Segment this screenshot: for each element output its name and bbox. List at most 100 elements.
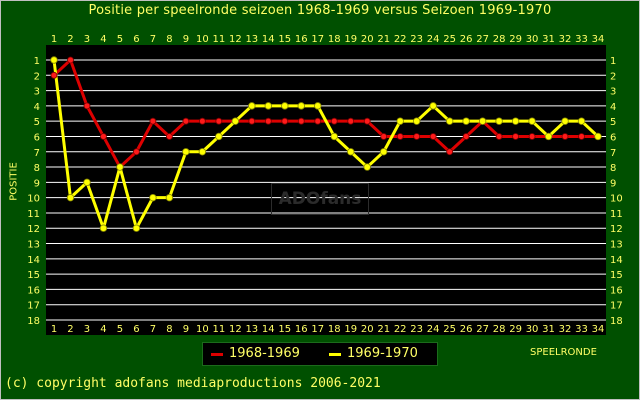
y-tick-left-5: 5 — [34, 117, 40, 128]
point-1969-1970-16 — [297, 102, 305, 110]
point-1969-1970-12 — [231, 117, 240, 125]
y-tick-left-8: 8 — [34, 163, 40, 174]
y-tick-left-18: 18 — [27, 316, 40, 327]
point-1969-1970-34 — [594, 132, 602, 141]
x-tick-top-29: 29 — [509, 34, 522, 45]
point-1968-1969-19 — [347, 117, 355, 125]
y-tick-left-10: 10 — [27, 194, 40, 205]
x-tick-bottom-22: 22 — [394, 324, 407, 335]
point-1969-1970-7 — [149, 193, 157, 202]
point-1968-1969-29 — [512, 133, 519, 140]
x-tick-bottom-30: 30 — [526, 324, 539, 335]
y-tick-left-7: 7 — [34, 148, 40, 159]
x-tick-top-16: 16 — [295, 34, 308, 45]
point-1969-1970-10 — [198, 148, 207, 156]
y-tick-left-9: 9 — [34, 178, 40, 189]
x-tick-top-1: 1 — [51, 34, 57, 45]
x-tick-bottom-28: 28 — [493, 324, 506, 335]
x-tick-bottom-17: 17 — [311, 324, 324, 335]
point-1968-1969-30 — [528, 133, 536, 140]
y-tick-right-9: 9 — [610, 178, 616, 189]
x-tick-top-5: 5 — [117, 34, 123, 45]
y-tick-left-3: 3 — [34, 87, 40, 98]
x-tick-top-25: 25 — [443, 34, 456, 45]
x-tick-top-10: 10 — [196, 34, 209, 45]
x-tick-top-26: 26 — [460, 34, 473, 45]
point-1969-1970-18 — [330, 132, 338, 141]
x-tick-bottom-10: 10 — [196, 324, 209, 335]
point-1969-1970-15 — [281, 102, 289, 110]
y-tick-right-18: 18 — [610, 316, 623, 327]
point-1969-1970-28 — [495, 117, 503, 125]
plot-area — [46, 45, 606, 335]
point-1969-1970-4 — [99, 224, 108, 232]
x-tick-top-24: 24 — [427, 34, 440, 45]
y-tick-left-16: 16 — [27, 285, 40, 296]
point-1968-1969-15 — [281, 117, 289, 125]
x-tick-bottom-25: 25 — [443, 324, 456, 335]
y-tick-left-6: 6 — [34, 132, 40, 143]
point-1969-1970-11 — [215, 132, 223, 141]
x-tick-bottom-21: 21 — [377, 324, 390, 335]
point-1968-1969-17 — [314, 117, 322, 125]
point-1968-1969-14 — [264, 117, 272, 125]
y-tick-right-4: 4 — [610, 102, 616, 113]
y-tick-right-5: 5 — [610, 117, 616, 128]
x-tick-top-2: 2 — [67, 34, 73, 45]
point-1968-1969-22 — [396, 133, 404, 140]
point-1968-1969-33 — [578, 133, 585, 140]
x-tick-top-9: 9 — [183, 34, 189, 45]
x-tick-bottom-16: 16 — [295, 324, 308, 335]
point-1968-1969-11 — [215, 117, 223, 125]
x-tick-bottom-20: 20 — [361, 324, 374, 335]
x-axis-label: SPEELRONDE — [530, 347, 597, 358]
point-1968-1969-32 — [561, 133, 569, 140]
y-tick-left-2: 2 — [34, 71, 40, 82]
point-1969-1970-13 — [248, 102, 256, 110]
point-1969-1970-9 — [182, 148, 190, 156]
x-tick-top-14: 14 — [262, 34, 275, 45]
x-tick-bottom-18: 18 — [328, 324, 341, 335]
point-1968-1969-9 — [182, 117, 190, 125]
x-tick-top-28: 28 — [493, 34, 506, 45]
y-tick-right-3: 3 — [610, 87, 616, 98]
y-tick-right-10: 10 — [610, 194, 623, 205]
point-1968-1969-26 — [462, 133, 470, 140]
x-tick-bottom-33: 33 — [575, 324, 588, 335]
x-tick-bottom-6: 6 — [133, 324, 139, 335]
x-tick-top-32: 32 — [559, 34, 572, 45]
y-tick-left-14: 14 — [27, 255, 40, 266]
x-tick-bottom-7: 7 — [150, 324, 156, 335]
x-tick-bottom-23: 23 — [410, 324, 423, 335]
point-1969-1970-23 — [412, 117, 421, 125]
point-1968-1969-8 — [165, 133, 173, 140]
x-tick-bottom-32: 32 — [559, 324, 572, 335]
x-tick-bottom-27: 27 — [476, 324, 489, 335]
x-tick-bottom-11: 11 — [212, 324, 225, 335]
point-1969-1970-27 — [478, 117, 487, 125]
point-1969-1970-24 — [429, 102, 437, 110]
point-1968-1969-3 — [83, 102, 91, 110]
x-tick-bottom-4: 4 — [100, 324, 106, 335]
point-1968-1969-25 — [446, 148, 454, 156]
legend: 1968-1969 1969-1970 — [202, 342, 438, 366]
point-1968-1969-23 — [413, 133, 421, 140]
point-1968-1969-28 — [495, 133, 503, 140]
x-tick-top-30: 30 — [526, 34, 539, 45]
point-1969-1970-22 — [396, 117, 404, 125]
chart-title: Positie per speelronde seizoen 1968-1969… — [88, 3, 552, 18]
x-tick-bottom-8: 8 — [166, 324, 172, 335]
x-tick-bottom-2: 2 — [67, 324, 73, 335]
point-1969-1970-6 — [132, 224, 141, 232]
x-tick-bottom-15: 15 — [278, 324, 291, 335]
legend-label-1969: 1969-1970 — [347, 346, 418, 361]
y-tick-right-12: 12 — [610, 224, 623, 235]
legend-swatch-1968 — [211, 353, 223, 356]
point-1968-1969-24 — [429, 133, 437, 140]
x-tick-top-21: 21 — [377, 34, 390, 45]
y-tick-right-6: 6 — [610, 132, 616, 143]
y-tick-left-12: 12 — [27, 224, 40, 235]
y-tick-left-1: 1 — [34, 56, 40, 67]
x-tick-top-27: 27 — [476, 34, 489, 45]
